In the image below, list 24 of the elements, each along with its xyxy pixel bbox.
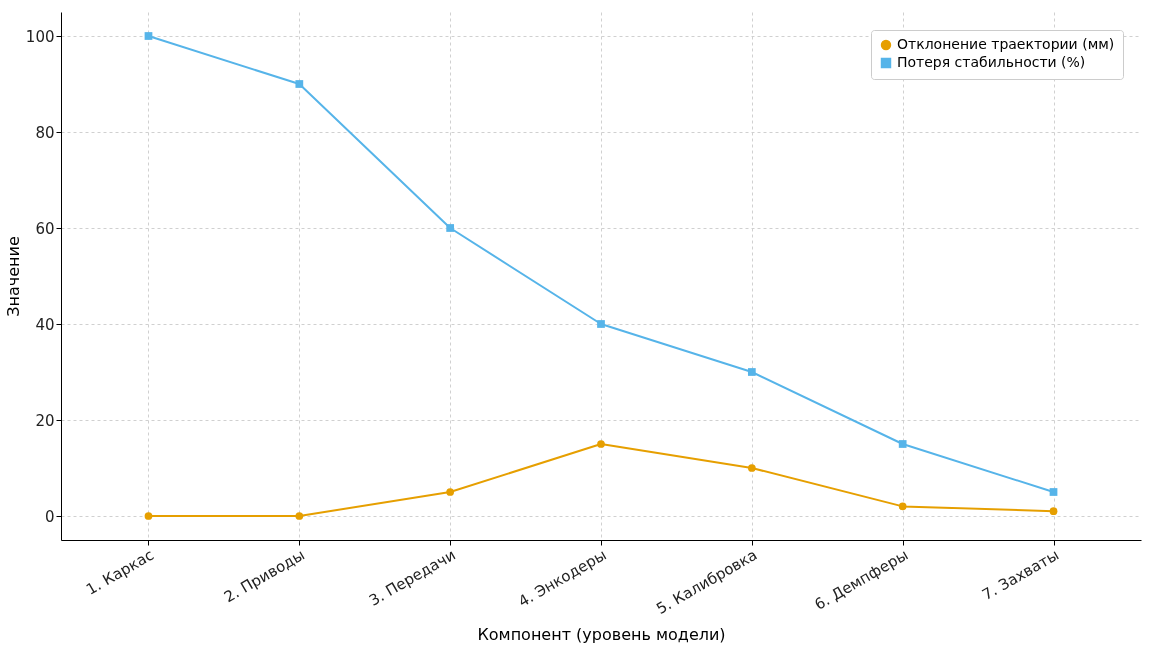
- y-tick-label: 20: [35, 411, 55, 430]
- legend-label: Отклонение траектории (мм): [897, 36, 1115, 52]
- y-tick-label: 100: [25, 27, 55, 46]
- point: [1049, 507, 1058, 516]
- point: [747, 368, 756, 376]
- y-axis-title: Значение: [3, 236, 23, 317]
- y-tick-label: 0: [44, 507, 55, 526]
- point: [144, 512, 153, 520]
- point: [1049, 488, 1058, 496]
- point: [898, 502, 907, 511]
- x-axis-title: Компонент (уровень модели): [477, 625, 726, 645]
- point: [898, 440, 907, 448]
- point: [597, 440, 605, 448]
- point: [747, 464, 756, 472]
- point: [597, 320, 605, 328]
- point: [295, 512, 304, 520]
- point: [144, 32, 153, 40]
- y-tick-label: 60: [35, 219, 55, 238]
- point: [446, 224, 455, 232]
- y-tick-label: 40: [35, 315, 55, 334]
- legend-label: Потеря стабильности (%): [897, 54, 1086, 70]
- y-tick-label: 80: [35, 123, 55, 142]
- point: [295, 80, 304, 88]
- point: [446, 488, 455, 496]
